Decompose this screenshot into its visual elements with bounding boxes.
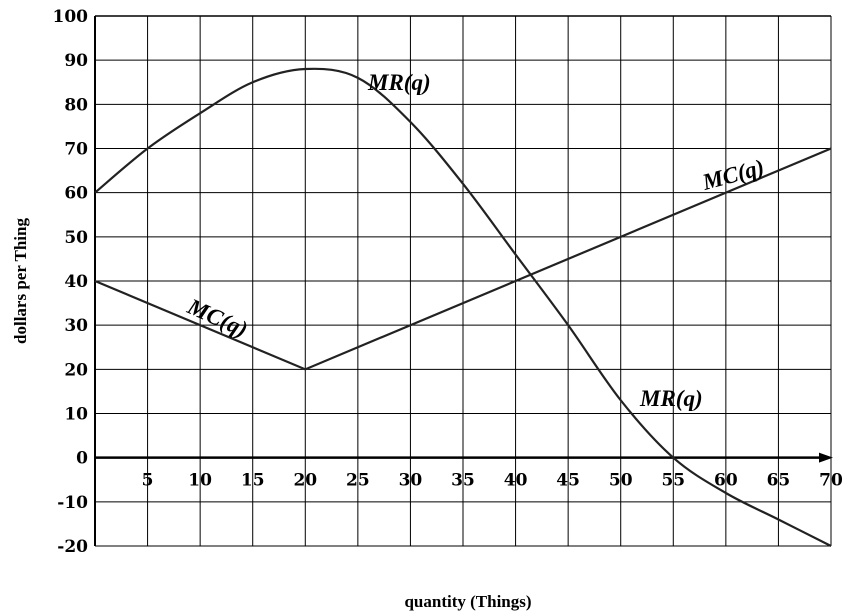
x-tick-label-50: 50 [609, 471, 633, 491]
x-tick-label-30: 30 [399, 471, 423, 491]
y-tick-label--10: -10 [57, 493, 88, 513]
x-tick-label-70: 70 [819, 471, 843, 491]
y-tick-label-80: 80 [64, 95, 88, 115]
x-tick-label-55: 55 [661, 471, 685, 491]
y-tick-label-20: 20 [64, 360, 88, 380]
y-tick-label-90: 90 [64, 51, 88, 71]
x-tick-label-5: 5 [142, 471, 154, 491]
x-tick-label-10: 10 [188, 471, 212, 491]
x-tick-label-15: 15 [241, 471, 265, 491]
y-tick-label-10: 10 [64, 405, 88, 425]
curve-label-mr-bottom: MR(q) [639, 386, 703, 411]
y-tick-label-0: 0 [76, 449, 88, 469]
x-tick-label-35: 35 [451, 471, 475, 491]
x-tick-label-25: 25 [346, 471, 370, 491]
y-tick-label--20: -20 [57, 537, 88, 557]
x-tick-label-65: 65 [767, 471, 791, 491]
curves [94, 67, 832, 547]
x-axis-title: quantity (Things) [404, 592, 531, 611]
y-tick-label-60: 60 [64, 184, 88, 204]
y-tick-label-100: 100 [53, 7, 89, 27]
curve-label-mr-top: MR(q) [367, 70, 431, 95]
x-tick-label-45: 45 [556, 471, 580, 491]
grid [94, 15, 833, 547]
curve-labels: MR(q) MC(q) MC(q) MR(q) [183, 70, 767, 411]
y-tick-label-40: 40 [64, 272, 88, 292]
series-line-mr [94, 67, 832, 547]
y-axis-title: dollars per Thing [11, 218, 30, 344]
x-axis-arrow-icon [819, 452, 833, 463]
curve-label-mc-left: MC(q) [183, 293, 251, 342]
x-tick-label-60: 60 [714, 471, 738, 491]
y-tick-label-70: 70 [64, 140, 88, 160]
x-tick-label-40: 40 [504, 471, 528, 491]
y-tick-label-50: 50 [64, 228, 88, 248]
x-tick-label-20: 20 [293, 471, 317, 491]
series-line-mc [94, 147, 832, 371]
y-tick-label-30: 30 [64, 316, 88, 336]
